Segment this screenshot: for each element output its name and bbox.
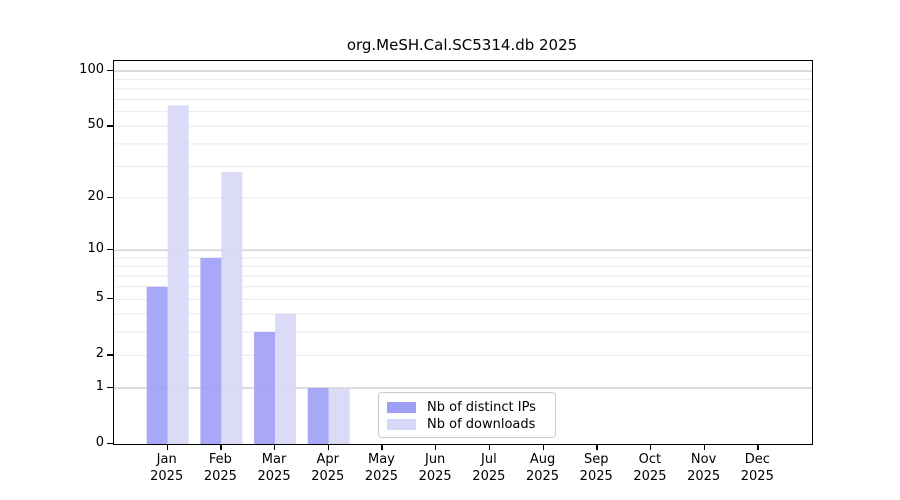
y-tick-mark	[107, 443, 113, 445]
chart-canvas	[114, 70, 812, 444]
chart-title: org.MeSH.Cal.SC5314.db 2025	[346, 36, 578, 54]
x-tick-mark	[649, 444, 652, 451]
x-tick-mark	[596, 444, 598, 451]
y-tick-label: 50	[87, 117, 104, 133]
legend-label-distinct-ips: Nb of distinct IPs	[427, 399, 536, 415]
x-tick-label-jul: Jul 2025	[472, 452, 506, 484]
bar-nb-of-downloads-jan	[167, 105, 189, 444]
legend-swatch-distinct-ips	[387, 401, 416, 413]
legend-swatch-downloads	[387, 418, 416, 430]
bar-nb-of-distinct-ips-apr	[307, 387, 329, 444]
x-tick-mark	[166, 444, 168, 451]
plot-area	[113, 60, 813, 445]
legend: Nb of distinct IPs Nb of downloads	[378, 392, 556, 438]
x-tick-mark	[757, 444, 759, 451]
x-tick-label-sep: Sep 2025	[579, 452, 613, 484]
legend-item-downloads: Nb of downloads	[387, 416, 547, 432]
y-tick-label: 20	[87, 188, 104, 204]
y-tick-mark	[107, 298, 113, 300]
y-tick-label: 5	[95, 290, 104, 306]
y-tick-label: 2	[95, 346, 104, 362]
legend-item-distinct-ips: Nb of distinct IPs	[387, 399, 547, 415]
x-tick-mark	[327, 444, 330, 451]
y-tick-mark	[107, 249, 113, 251]
x-tick-label-feb: Feb 2025	[203, 452, 237, 484]
y-tick-mark	[107, 125, 113, 127]
x-tick-mark	[703, 444, 705, 451]
y-tick-label: 100	[79, 62, 104, 77]
x-tick-label-oct: Oct 2025	[633, 452, 667, 484]
bar-nb-of-distinct-ips-feb	[200, 257, 222, 444]
x-tick-label-jun: Jun 2025	[418, 452, 452, 484]
y-tick-mark	[107, 70, 113, 72]
x-tick-mark	[488, 444, 491, 451]
x-tick-label-mar: Mar 2025	[257, 452, 291, 484]
x-tick-label-dec: Dec 2025	[740, 452, 774, 484]
y-tick-label: 10	[87, 241, 104, 257]
x-tick-label-apr: Apr 2025	[311, 452, 345, 484]
x-tick-label-jan: Jan 2025	[150, 452, 184, 484]
x-tick-mark	[435, 444, 437, 451]
y-tick-mark	[107, 196, 113, 199]
x-tick-label-aug: Aug 2025	[525, 452, 560, 484]
legend-label-downloads: Nb of downloads	[427, 416, 536, 432]
y-tick-mark	[107, 354, 113, 356]
bar-nb-of-downloads-mar	[275, 313, 297, 444]
y-tick-label: 0	[95, 435, 104, 450]
bar-nb-of-downloads-apr	[328, 387, 350, 444]
y-tick-mark	[107, 386, 113, 389]
x-tick-mark	[274, 444, 276, 451]
bar-nb-of-distinct-ips-mar	[254, 331, 276, 444]
x-tick-mark	[381, 444, 383, 451]
bar-nb-of-distinct-ips-jan	[146, 286, 168, 444]
x-tick-label-nov: Nov 2025	[687, 452, 721, 484]
x-tick-mark	[542, 444, 544, 451]
bar-nb-of-downloads-feb	[221, 171, 243, 444]
x-tick-label-may: May 2025	[364, 452, 398, 484]
y-tick-label: 1	[95, 378, 104, 394]
x-tick-mark	[220, 444, 222, 451]
